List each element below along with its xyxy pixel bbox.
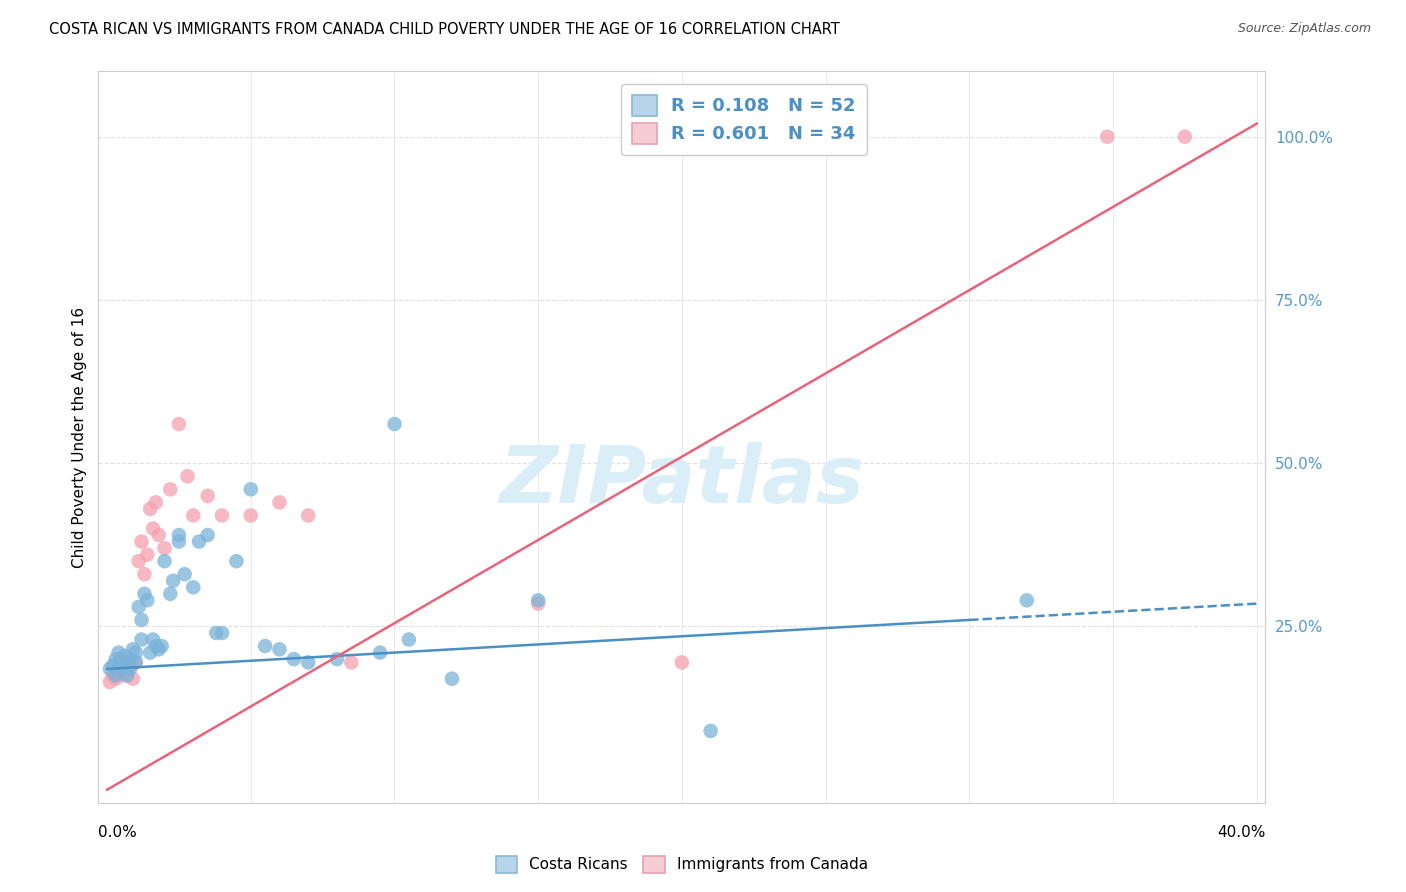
Point — [122, 672, 145, 686]
Point — [101, 658, 124, 673]
Point — [159, 483, 181, 497]
Point — [101, 668, 124, 682]
Point — [104, 668, 127, 682]
Point — [384, 417, 406, 431]
Point — [115, 656, 138, 670]
Point — [128, 599, 150, 614]
Point — [254, 639, 277, 653]
Point — [110, 652, 132, 666]
Point — [162, 574, 184, 588]
Point — [167, 528, 190, 542]
Point — [139, 646, 162, 660]
Point — [326, 652, 349, 666]
Y-axis label: Child Poverty Under the Age of 16: Child Poverty Under the Age of 16 — [72, 307, 87, 567]
Point — [98, 662, 121, 676]
Point — [136, 548, 159, 562]
Point — [181, 580, 204, 594]
Point — [112, 648, 135, 663]
Point — [136, 593, 159, 607]
Point — [297, 656, 319, 670]
Point — [104, 652, 127, 666]
Point — [269, 642, 291, 657]
Point — [107, 656, 129, 670]
Point — [98, 675, 121, 690]
Point — [699, 723, 721, 738]
Point — [527, 593, 550, 607]
Point — [368, 646, 391, 660]
Text: COSTA RICAN VS IMMIGRANTS FROM CANADA CHILD POVERTY UNDER THE AGE OF 16 CORRELAT: COSTA RICAN VS IMMIGRANTS FROM CANADA CH… — [49, 22, 839, 37]
Point — [145, 495, 167, 509]
Point — [115, 668, 138, 682]
Point — [125, 656, 148, 670]
Point — [176, 469, 198, 483]
Point — [167, 417, 190, 431]
Point — [167, 534, 190, 549]
Point — [239, 508, 262, 523]
Point — [139, 502, 162, 516]
Point — [118, 658, 141, 673]
Point — [269, 495, 291, 509]
Point — [225, 554, 247, 568]
Point — [110, 656, 132, 670]
Point — [197, 489, 219, 503]
Point — [107, 662, 129, 676]
Point — [398, 632, 420, 647]
Point — [211, 626, 233, 640]
Legend: Costa Ricans, Immigrants from Canada: Costa Ricans, Immigrants from Canada — [489, 849, 875, 880]
Point — [134, 567, 156, 582]
Text: 0.0%: 0.0% — [98, 825, 138, 840]
Point — [1174, 129, 1197, 144]
Point — [131, 534, 153, 549]
Point — [112, 658, 135, 673]
Point — [283, 652, 305, 666]
Point — [107, 646, 129, 660]
Point — [112, 665, 135, 680]
Point — [145, 639, 167, 653]
Point — [440, 672, 463, 686]
Point — [148, 642, 170, 657]
Point — [104, 672, 127, 686]
Point — [173, 567, 195, 582]
Point — [128, 554, 150, 568]
Point — [188, 534, 211, 549]
Point — [131, 613, 153, 627]
Point — [134, 587, 156, 601]
Point — [125, 656, 148, 670]
Point — [197, 528, 219, 542]
Point — [239, 483, 262, 497]
Point — [115, 668, 138, 682]
Point — [297, 508, 319, 523]
Text: ZIPatlas: ZIPatlas — [499, 442, 865, 520]
Text: 40.0%: 40.0% — [1218, 825, 1265, 840]
Point — [148, 528, 170, 542]
Point — [122, 642, 145, 657]
Point — [118, 662, 141, 676]
Point — [211, 508, 233, 523]
Point — [110, 662, 132, 676]
Point — [150, 639, 173, 653]
Point — [131, 632, 153, 647]
Point — [205, 626, 228, 640]
Point — [181, 508, 204, 523]
Point — [118, 652, 141, 666]
Point — [1097, 129, 1119, 144]
Point — [159, 587, 181, 601]
Point — [110, 668, 132, 682]
Point — [340, 656, 363, 670]
Point — [153, 541, 176, 555]
Point — [1015, 593, 1038, 607]
Point — [527, 597, 550, 611]
Point — [142, 632, 165, 647]
Point — [125, 646, 148, 660]
Point — [142, 521, 165, 535]
Text: Source: ZipAtlas.com: Source: ZipAtlas.com — [1237, 22, 1371, 36]
Point — [671, 656, 693, 670]
Point — [153, 554, 176, 568]
